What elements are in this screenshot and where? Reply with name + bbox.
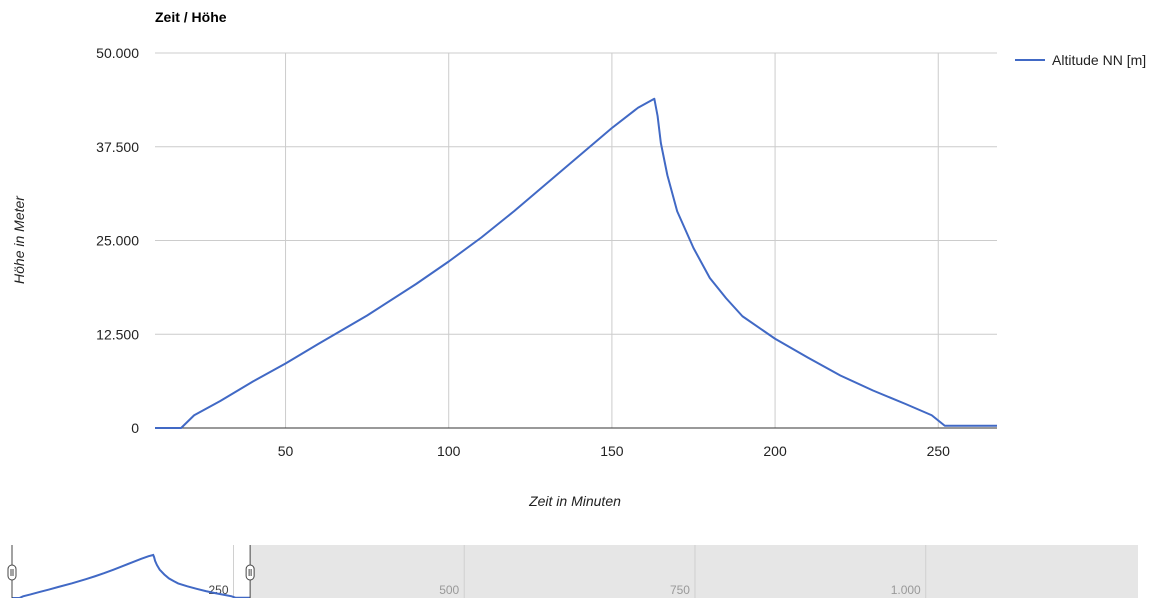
series-layer (155, 99, 997, 428)
range-tick-label: 500 (439, 583, 459, 597)
y-tick-label: 0 (131, 420, 139, 436)
range-selector[interactable]: 250 500 750 1.000 (8, 545, 1138, 598)
y-tick-label: 12.500 (96, 326, 139, 342)
range-handle-grip[interactable] (8, 565, 16, 580)
axis-layer: 0 12.500 25.000 37.500 50.000 50 100 150 200 250 (96, 45, 997, 459)
range-unselected-region (250, 545, 1138, 598)
x-tick-label: 100 (437, 443, 461, 459)
x-tick-label: 200 (763, 443, 787, 459)
y-axis-title: Höhe in Meter (11, 195, 27, 284)
legend-label: Altitude NN [m] (1052, 52, 1146, 68)
x-axis-title: Zeit in Minuten (528, 493, 621, 509)
series-line-altitude (155, 99, 997, 428)
y-tick-label: 50.000 (96, 45, 139, 61)
x-tick-label: 150 (600, 443, 624, 459)
range-tick-label: 1.000 (891, 583, 921, 597)
grid-layer (155, 53, 997, 428)
range-handle-left[interactable] (8, 545, 16, 598)
x-tick-label: 50 (278, 443, 294, 459)
chart-title: Zeit / Höhe (155, 9, 227, 25)
x-tick-label: 250 (927, 443, 951, 459)
legend: Altitude NN [m] (1015, 52, 1146, 68)
range-handle-grip[interactable] (246, 565, 254, 580)
range-tick-label: 750 (670, 583, 690, 597)
y-tick-label: 25.000 (96, 233, 139, 249)
y-tick-label: 37.500 (96, 139, 139, 155)
